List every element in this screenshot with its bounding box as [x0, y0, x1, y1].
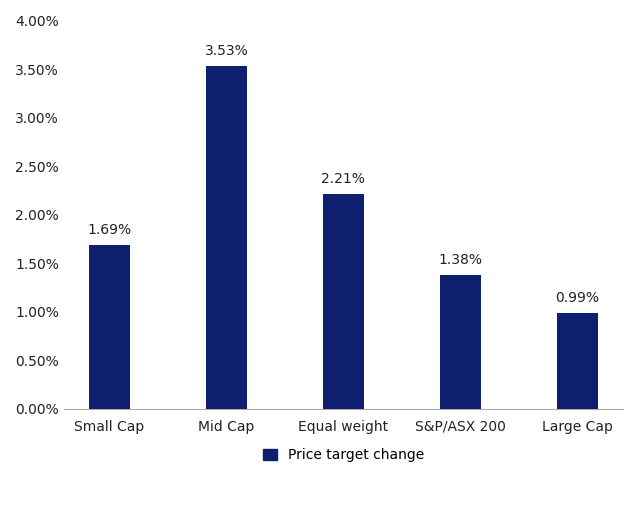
Bar — [440, 274, 480, 408]
Text: 3.53%: 3.53% — [205, 44, 248, 58]
Text: 1.38%: 1.38% — [438, 253, 482, 267]
Text: 2.21%: 2.21% — [322, 173, 366, 186]
Bar — [89, 245, 130, 408]
Text: 0.99%: 0.99% — [555, 291, 599, 305]
Text: 1.69%: 1.69% — [87, 223, 131, 237]
Bar — [323, 194, 364, 408]
Bar — [557, 313, 598, 408]
Legend: Price target change: Price target change — [257, 442, 429, 468]
Bar — [206, 66, 247, 408]
